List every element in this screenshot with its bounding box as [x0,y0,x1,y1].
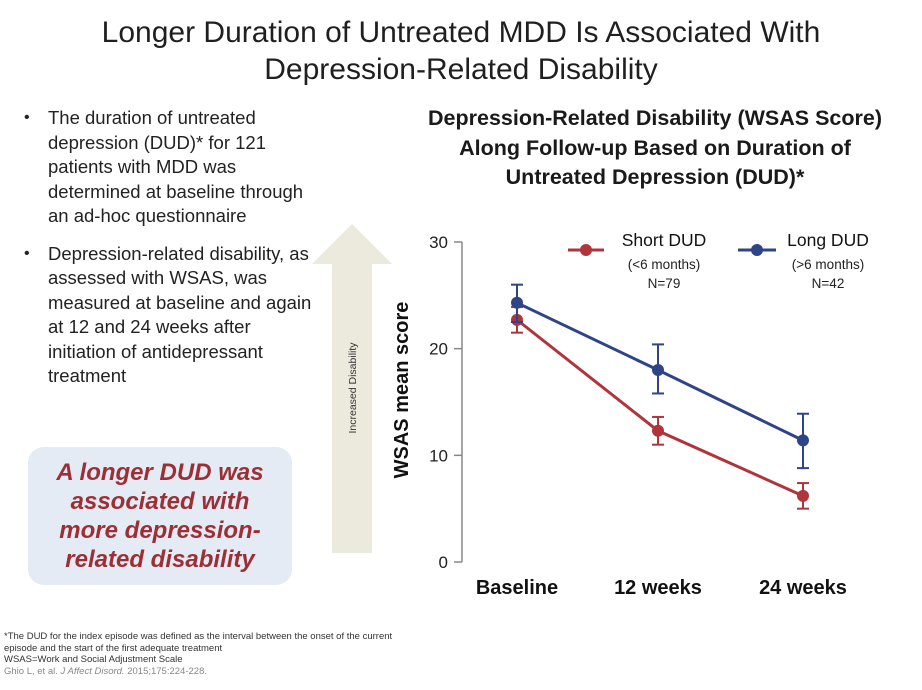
x-ticks: Baseline 12 weeks 24 weeks [476,577,847,599]
y-tick-label: 30 [429,233,448,252]
y-tick-label: 10 [429,446,448,465]
legend-short-dud-range: (<6 months) [628,257,700,272]
disability-arrow: Increased Disability [312,224,392,553]
data-point [511,296,523,309]
footnote: *The DUD for the index episode was defin… [4,631,564,677]
y-tick-label: 20 [429,340,448,359]
data-point [797,489,809,502]
bullet-dud: The duration of untreated depression (DU… [24,106,314,229]
y-axis-label: WSAS mean score [391,302,413,479]
callout-text: A longer DUD was associated with more de… [56,459,264,573]
footnote-line1: *The DUD for the index episode was defin… [4,631,393,642]
citation-authors: Ghio L, et al. [4,665,58,677]
citation-rest: 2015;175:224-228. [127,665,207,677]
series-layer [511,283,809,510]
citation: Ghio L, et al. J Affect Disord. 2015;175… [4,666,564,678]
slide-title: Longer Duration of Untreated MDD Is Asso… [40,14,882,88]
data-point [652,364,664,376]
legend-long-dud-range: (>6 months) [792,257,864,272]
slide-title-line2: Depression-Related Disability [264,53,658,86]
x-tick-label: 24 weeks [759,577,847,599]
legend-short-dud: Short DUD (<6 months) N=79 [568,230,706,291]
chart-title-line3: Untreated Depression (DUD)* [505,165,805,189]
chart-title-line2: Along Follow-up Based on Duration of [459,135,851,160]
chart-title: Depression-Related Disability (WSAS Scor… [390,104,920,193]
bullet-list: The duration of untreated depression (DU… [24,106,314,402]
data-point [652,424,664,437]
x-tick-label: 12 weeks [614,577,702,599]
series-short-dud [511,306,809,510]
disability-arrow-shape [312,224,392,553]
series-long-dud [511,283,809,470]
legend: Short DUD (<6 months) N=79 Long DUD (>6 … [568,230,869,291]
legend-long-dud-n: N=42 [812,276,845,291]
legend-long-dud-name: Long DUD [787,230,869,250]
callout-box: A longer DUD was associated with more de… [28,447,292,585]
legend-short-dud-name: Short DUD [622,230,707,250]
footnote-line2: episode and the start of the first adequ… [4,642,223,654]
y-ticks: 0 10 20 30 [429,233,462,572]
data-point [797,434,809,447]
series-line [516,318,804,498]
legend-long-dud-marker [751,244,763,256]
legend-short-dud-marker [580,244,592,256]
bullet-wsas: Depression-related disability, as assess… [24,242,314,389]
slide-title-line1: Longer Duration of Untreated MDD Is Asso… [101,16,821,49]
legend-short-dud-n: N=79 [648,276,681,291]
y-tick-label: 0 [439,553,448,572]
chart-title-line1: Depression-Related Disability (WSAS Scor… [428,106,882,130]
x-tick-label: Baseline [476,577,558,599]
citation-journal: J Affect Disord. [60,665,125,677]
legend-long-dud: Long DUD (>6 months) N=42 [738,230,869,291]
footnote-line3: WSAS=Work and Social Adjustment Scale [4,654,183,665]
disability-arrow-label: Increased Disability [347,342,359,434]
